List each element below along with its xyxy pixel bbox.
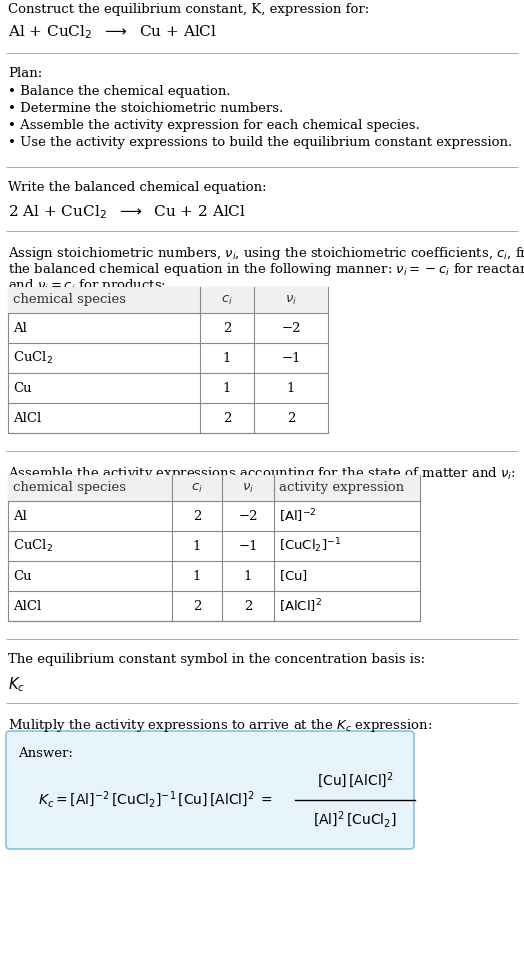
Text: chemical species: chemical species	[13, 293, 126, 307]
Text: $[\mathrm{Al}]^{-2}$: $[\mathrm{Al}]^{-2}$	[279, 507, 317, 524]
Text: 1: 1	[287, 381, 295, 394]
Bar	[8, 475, 420, 501]
Text: CuCl$_2$: CuCl$_2$	[13, 350, 53, 366]
Text: Assign stoichiometric numbers, $\nu_i$, using the stoichiometric coefficients, $: Assign stoichiometric numbers, $\nu_i$, …	[8, 245, 524, 262]
Text: Cu: Cu	[13, 569, 31, 583]
Bar	[8, 475, 420, 621]
Text: 1: 1	[193, 569, 201, 583]
Text: activity expression: activity expression	[279, 481, 404, 495]
Text: $[\mathrm{Cu}]\,[\mathrm{AlCl}]^{2}$: $[\mathrm{Cu}]\,[\mathrm{AlCl}]^{2}$	[316, 770, 394, 790]
Text: 2: 2	[223, 412, 231, 425]
Bar	[8, 287, 328, 433]
Text: Write the balanced chemical equation:: Write the balanced chemical equation:	[8, 181, 267, 194]
Bar	[8, 287, 328, 313]
Text: Al: Al	[13, 322, 27, 334]
Text: $\nu_i$: $\nu_i$	[242, 481, 254, 495]
Text: the balanced chemical equation in the following manner: $\nu_i = -c_i$ for react: the balanced chemical equation in the fo…	[8, 261, 524, 278]
Text: Al + CuCl$_2$  $\longrightarrow$  Cu + AlCl: Al + CuCl$_2$ $\longrightarrow$ Cu + AlC…	[8, 23, 217, 41]
Text: • Determine the stoichiometric numbers.: • Determine the stoichiometric numbers.	[8, 102, 283, 115]
Text: AlCl: AlCl	[13, 412, 41, 425]
Text: 1: 1	[193, 540, 201, 553]
Text: Construct the equilibrium constant, K, expression for:: Construct the equilibrium constant, K, e…	[8, 3, 369, 16]
Text: Answer:: Answer:	[18, 747, 73, 760]
Text: 2: 2	[193, 510, 201, 522]
Text: • Balance the chemical equation.: • Balance the chemical equation.	[8, 85, 231, 98]
Text: chemical species: chemical species	[13, 481, 126, 495]
Text: $[\mathrm{Al}]^{2}\,[\mathrm{CuCl_2}]$: $[\mathrm{Al}]^{2}\,[\mathrm{CuCl_2}]$	[313, 810, 397, 830]
Text: • Use the activity expressions to build the equilibrium constant expression.: • Use the activity expressions to build …	[8, 136, 512, 149]
Text: 1: 1	[244, 569, 252, 583]
Text: 2: 2	[223, 322, 231, 334]
Text: Cu: Cu	[13, 381, 31, 394]
Text: $[\mathrm{CuCl_2}]^{-1}$: $[\mathrm{CuCl_2}]^{-1}$	[279, 537, 341, 556]
Text: Mulitply the activity expressions to arrive at the $K_c$ expression:: Mulitply the activity expressions to arr…	[8, 717, 432, 734]
Text: $[\mathrm{Cu}]$: $[\mathrm{Cu}]$	[279, 568, 308, 584]
Text: The equilibrium constant symbol in the concentration basis is:: The equilibrium constant symbol in the c…	[8, 653, 425, 666]
Text: $c_i$: $c_i$	[221, 293, 233, 307]
Text: −1: −1	[281, 351, 301, 365]
Text: 2: 2	[193, 600, 201, 612]
Text: Plan:: Plan:	[8, 67, 42, 80]
Text: • Assemble the activity expression for each chemical species.: • Assemble the activity expression for e…	[8, 119, 420, 132]
Text: CuCl$_2$: CuCl$_2$	[13, 538, 53, 554]
Text: −2: −2	[238, 510, 258, 522]
Text: 1: 1	[223, 351, 231, 365]
Text: 1: 1	[223, 381, 231, 394]
Text: −2: −2	[281, 322, 301, 334]
FancyBboxPatch shape	[6, 731, 414, 849]
Text: $K_c = [\mathrm{Al}]^{-2}\,[\mathrm{CuCl_2}]^{-1}\,[\mathrm{Cu}]\,[\mathrm{AlCl}: $K_c = [\mathrm{Al}]^{-2}\,[\mathrm{CuCl…	[38, 790, 272, 810]
Text: $c_i$: $c_i$	[191, 481, 203, 495]
Text: AlCl: AlCl	[13, 600, 41, 612]
Text: $\nu_i$: $\nu_i$	[285, 293, 297, 307]
Text: $K_c$: $K_c$	[8, 675, 25, 693]
Text: Assemble the activity expressions accounting for the state of matter and $\nu_i$: Assemble the activity expressions accoun…	[8, 465, 516, 482]
Text: 2: 2	[244, 600, 252, 612]
Text: 2 Al + CuCl$_2$  $\longrightarrow$  Cu + 2 AlCl: 2 Al + CuCl$_2$ $\longrightarrow$ Cu + 2…	[8, 203, 246, 221]
Text: Al: Al	[13, 510, 27, 522]
Text: 2: 2	[287, 412, 295, 425]
Text: and $\nu_i = c_i$ for products:: and $\nu_i = c_i$ for products:	[8, 277, 166, 294]
Text: −1: −1	[238, 540, 258, 553]
Text: $[\mathrm{AlCl}]^{2}$: $[\mathrm{AlCl}]^{2}$	[279, 597, 322, 615]
